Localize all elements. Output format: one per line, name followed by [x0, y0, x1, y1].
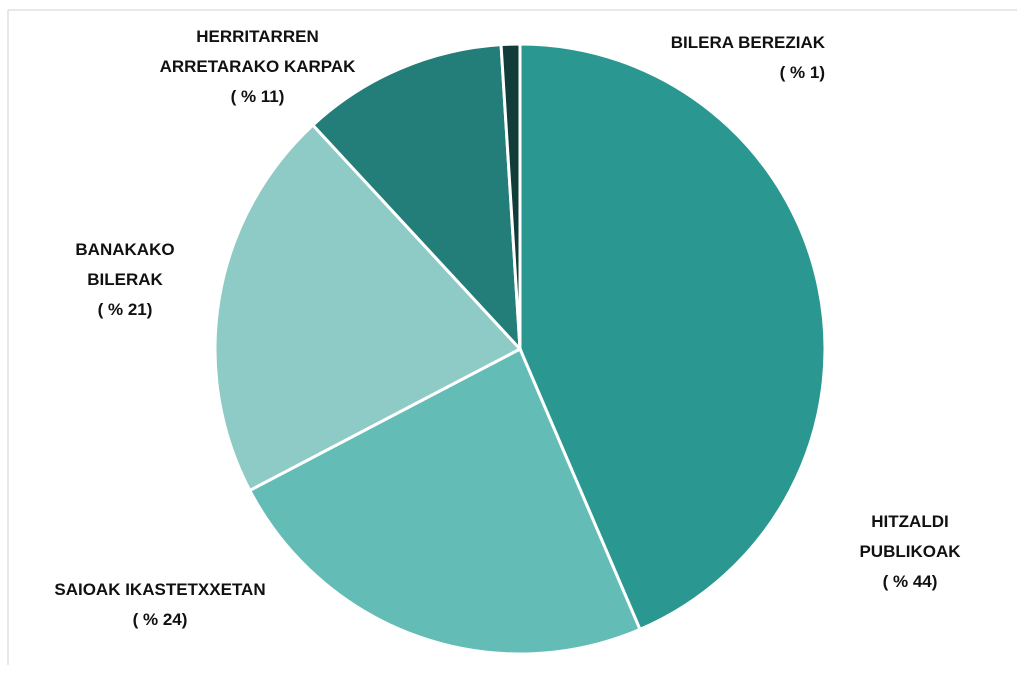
slice-label: BANAKAKO BILERAK ( % 21): [60, 235, 190, 325]
pie-slice: [499, 42, 522, 350]
pie-slice: [518, 42, 827, 632]
category-name: SAIOAK IKASTETXXETAN: [54, 580, 266, 599]
value-label: ( % 21): [97, 300, 153, 319]
slice-label: HITZALDI PUBLIKOAK ( % 44): [820, 507, 1000, 597]
category-name: HITZALDI PUBLIKOAK: [859, 512, 961, 561]
value-label: ( % 44): [882, 572, 938, 591]
slice-label: BILERA BEREZIAK ( % 1): [620, 28, 825, 88]
slice-label: HERRITARREN ARRETARAKO KARPAK ( % 11): [150, 22, 365, 112]
slice-label: SAIOAK IKASTETXXETAN ( % 24): [20, 575, 300, 635]
value-label: ( % 1): [779, 63, 825, 82]
category-name: BILERA BEREZIAK: [670, 33, 825, 52]
category-name: HERRITARREN ARRETARAKO KARPAK: [159, 27, 356, 76]
value-label: ( % 24): [132, 610, 188, 629]
value-label: ( % 11): [230, 87, 285, 106]
category-name: BANAKAKO BILERAK: [75, 240, 175, 289]
pie-slice: [213, 122, 523, 493]
pie-slice: [310, 42, 522, 354]
pie-slice: [247, 346, 642, 656]
